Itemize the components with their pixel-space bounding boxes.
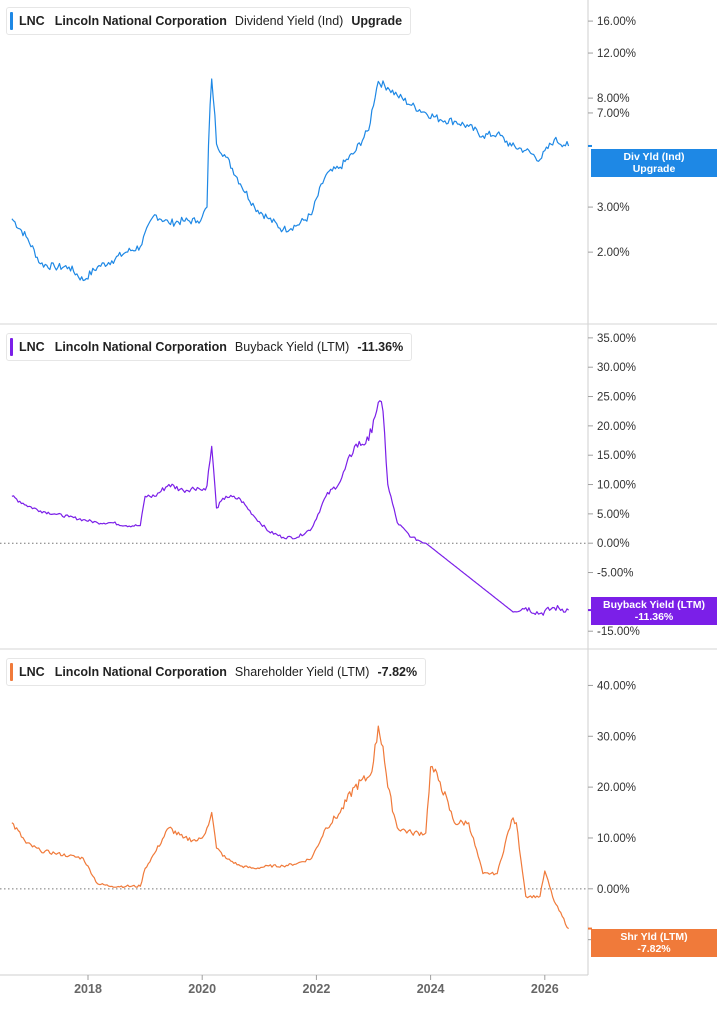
legend-metric: Dividend Yield (Ind) — [234, 14, 344, 28]
y-tick-label: 15.00% — [597, 450, 636, 462]
legend-swatch — [10, 12, 13, 30]
y-tick-label: 5.00% — [597, 509, 630, 521]
badge-label: Buyback Yield (LTM) — [603, 599, 705, 611]
legend-value: -7.82% — [377, 665, 418, 679]
series-line-2 — [11, 725, 569, 930]
legend-company: Lincoln National Corporation — [54, 665, 227, 679]
legend-value: Upgrade — [351, 14, 403, 28]
x-tick-label: 2024 — [417, 982, 445, 996]
badge-label: Shr Yld (LTM) — [620, 931, 688, 943]
legend-buyback-yield[interactable]: LNC Lincoln National Corporation Buyback… — [6, 333, 413, 361]
badge-shareholder-yield: Shr Yld (LTM) -7.82% — [591, 929, 717, 957]
legend-dividend-yield[interactable]: LNC Lincoln National Corporation Dividen… — [6, 7, 412, 35]
legend-shareholder-yield[interactable]: LNC Lincoln National Corporation Shareho… — [6, 658, 427, 686]
badge-value: -11.36% — [634, 611, 674, 623]
y-tick-label: 20.00% — [597, 421, 636, 433]
y-tick-label: -15.00% — [597, 626, 640, 638]
y-tick-label: -5.00% — [597, 568, 633, 580]
x-tick-label: 2022 — [302, 982, 330, 996]
x-tick-label: 2026 — [531, 982, 559, 996]
badge-label: Div Yld (Ind) — [623, 151, 685, 163]
legend-ticker: LNC — [19, 340, 45, 354]
y-tick-label: 30.00% — [597, 362, 636, 374]
y-tick-label: 40.00% — [597, 680, 636, 692]
y-tick-label: 12.00% — [597, 48, 636, 60]
y-tick-label: 8.00% — [597, 93, 630, 105]
badge-dividend-yield: Div Yld (Ind) Upgrade — [591, 149, 717, 177]
y-tick-label: 0.00% — [597, 538, 630, 550]
legend-swatch — [10, 663, 13, 681]
y-tick-label: 35.00% — [597, 333, 636, 345]
legend-value: -11.36% — [357, 340, 404, 354]
y-tick-label: 7.00% — [597, 108, 630, 120]
y-tick-label: 20.00% — [597, 782, 636, 794]
y-tick-label: 25.00% — [597, 392, 636, 404]
badge-value: Upgrade — [632, 163, 676, 175]
legend-company: Lincoln National Corporation — [54, 14, 227, 28]
y-tick-label: 16.00% — [597, 16, 636, 28]
legend-swatch — [10, 338, 13, 356]
legend-ticker: LNC — [19, 14, 45, 28]
x-tick-label: 2020 — [188, 982, 216, 996]
series-line-1 — [11, 400, 569, 616]
legend-ticker: LNC — [19, 665, 45, 679]
series-line-0 — [11, 78, 570, 282]
legend-metric: Shareholder Yield (LTM) — [234, 665, 370, 679]
y-tick-label: 10.00% — [597, 833, 636, 845]
y-tick-label: 10.00% — [597, 480, 636, 492]
badge-value: -7.82% — [637, 943, 671, 955]
y-tick-label: 30.00% — [597, 731, 636, 743]
y-tick-label: 3.00% — [597, 202, 630, 214]
badge-buyback-yield: Buyback Yield (LTM) -11.36% — [591, 597, 717, 625]
y-tick-label: 2.00% — [597, 247, 630, 259]
legend-metric: Buyback Yield (LTM) — [234, 340, 350, 354]
legend-company: Lincoln National Corporation — [54, 340, 227, 354]
x-tick-label: 2018 — [74, 982, 102, 996]
y-tick-label: 0.00% — [597, 884, 630, 896]
